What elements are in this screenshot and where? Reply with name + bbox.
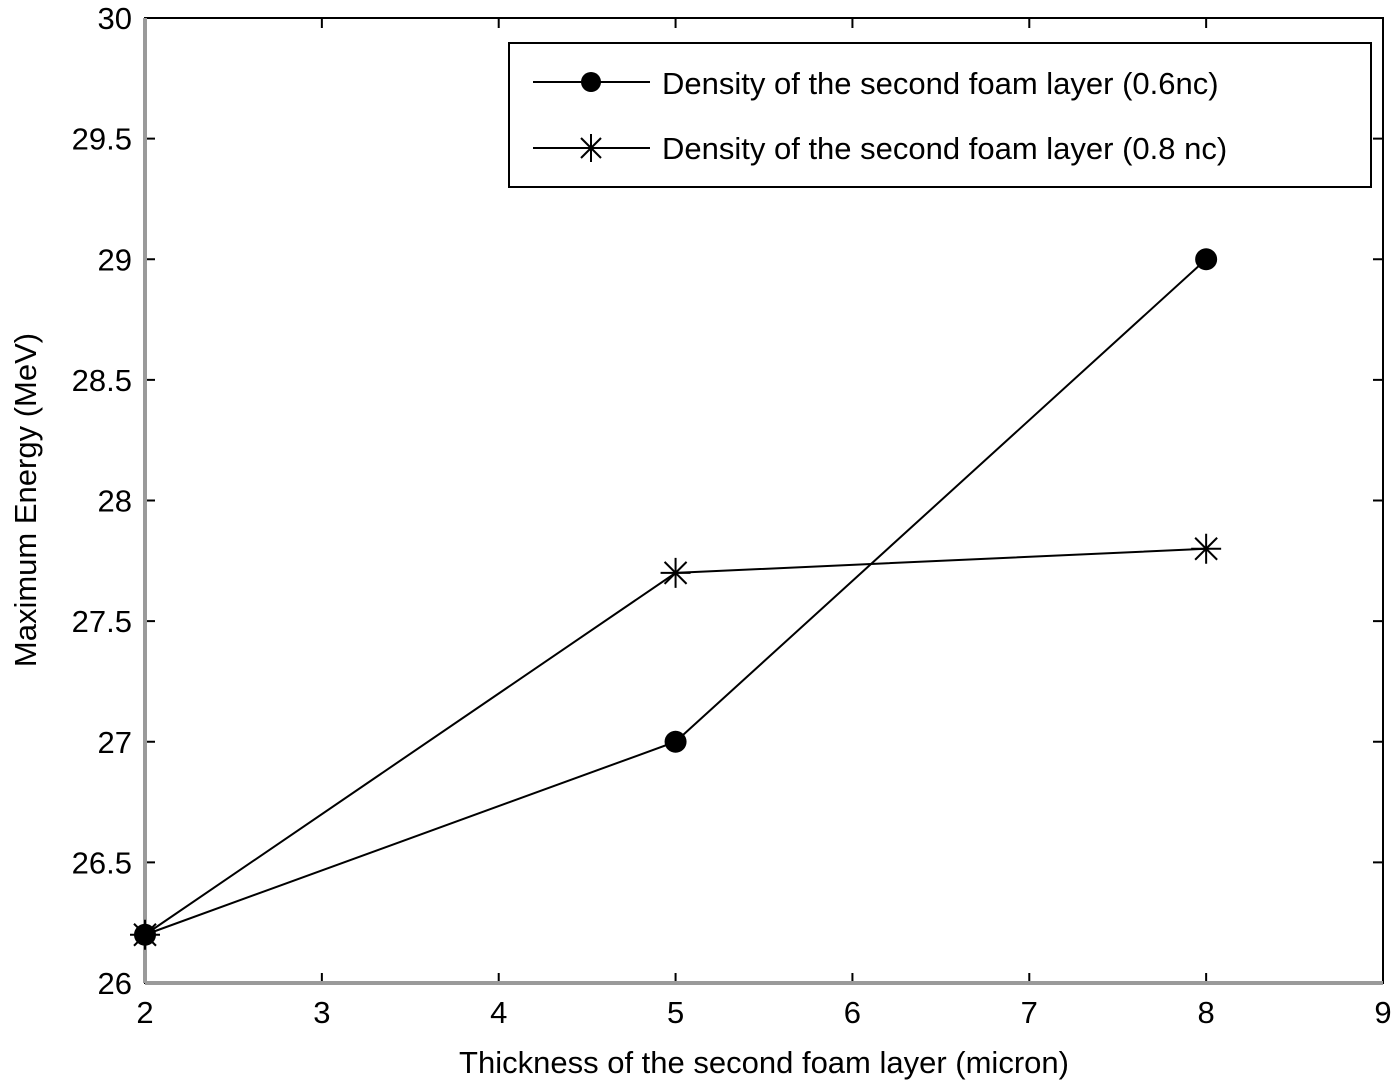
filled-circle-marker-icon bbox=[581, 72, 601, 92]
y-tick-label: 28 bbox=[98, 484, 132, 519]
y-tick-label: 29.5 bbox=[72, 122, 132, 157]
y-tick-labels: 26 26.5 27 27.5 28 28.5 29 29.5 30 bbox=[72, 1, 132, 1001]
data-point bbox=[664, 730, 687, 753]
y-tick-label: 27 bbox=[98, 725, 132, 760]
x-tick-label: 8 bbox=[1198, 995, 1215, 1030]
y-tick-label: 28.5 bbox=[72, 363, 132, 398]
y-tick-label: 26 bbox=[98, 966, 132, 1001]
series-1 bbox=[134, 248, 1218, 946]
legend: Density of the second foam layer (0.6nc)… bbox=[508, 42, 1372, 188]
asterisk-marker-icon bbox=[577, 134, 605, 162]
legend-box bbox=[508, 42, 1372, 188]
y-tick-label: 27.5 bbox=[72, 604, 132, 639]
x-tick-label: 3 bbox=[313, 995, 330, 1030]
x-tick-label: 4 bbox=[490, 995, 507, 1030]
x-tick-label: 2 bbox=[136, 995, 153, 1030]
x-tick-label: 9 bbox=[1374, 995, 1391, 1030]
legend-entry-1: Density of the second foam layer (0.6nc) bbox=[533, 66, 1219, 101]
legend-entry-2: Density of the second foam layer (0.8 nc… bbox=[533, 131, 1227, 166]
y-tick-label: 30 bbox=[98, 1, 132, 36]
y-tick-label: 29 bbox=[98, 242, 132, 277]
data-point bbox=[1195, 248, 1218, 271]
y-tick-label: 26.5 bbox=[72, 845, 132, 880]
data-point bbox=[1191, 533, 1222, 564]
x-axis-title: Thickness of the second foam layer (micr… bbox=[459, 1045, 1069, 1080]
legend-label-1: Density of the second foam layer (0.6nc) bbox=[662, 66, 1219, 101]
legend-label-2: Density of the second foam layer (0.8 nc… bbox=[662, 131, 1227, 166]
x-tick-label: 5 bbox=[667, 995, 684, 1030]
series-layer bbox=[130, 248, 1222, 950]
y-axis-title: Maximum Energy (MeV) bbox=[8, 333, 43, 667]
x-tick-labels: 2 3 4 5 6 7 8 9 bbox=[136, 995, 1391, 1030]
x-tick-label: 6 bbox=[844, 995, 861, 1030]
data-point bbox=[660, 557, 691, 588]
x-tick-label: 7 bbox=[1021, 995, 1038, 1030]
data-point bbox=[134, 923, 156, 946]
